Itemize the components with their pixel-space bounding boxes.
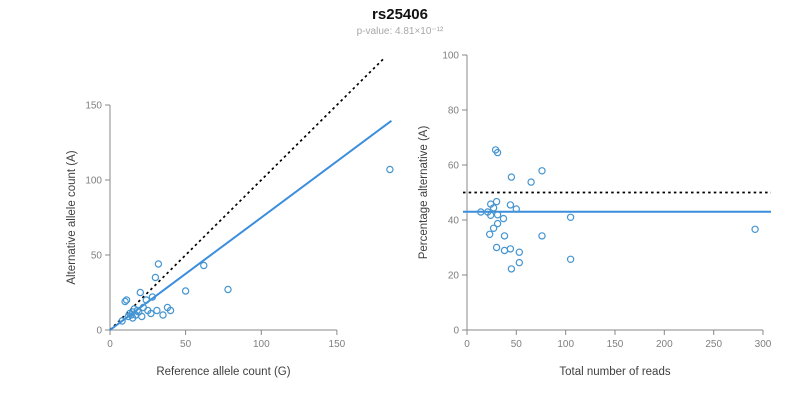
data-point: [159, 311, 167, 319]
data-point: [751, 225, 759, 233]
y-tick-label: 80: [448, 106, 460, 117]
data-point: [492, 243, 501, 252]
data-point: [486, 211, 495, 219]
data-point: [477, 208, 485, 216]
data-point: [121, 297, 129, 306]
y-tick-label: 40: [448, 216, 460, 227]
data-point: [507, 173, 516, 181]
y-tick-label: 60: [448, 161, 460, 172]
data-point: [154, 260, 163, 268]
data-point: [538, 232, 546, 240]
data-point: [200, 261, 208, 270]
data-point: [506, 245, 515, 253]
y-tick-label: 100: [85, 176, 102, 187]
data-point: [153, 306, 161, 315]
plot-subtitle: p-value: 4.81×10⁻¹²: [356, 26, 444, 37]
x-tick-label: 0: [107, 339, 113, 350]
data-point: [148, 293, 157, 301]
data-point: [386, 165, 394, 174]
data-point: [515, 258, 524, 267]
plot-title: rs25406: [372, 6, 428, 23]
data-point: [500, 246, 509, 255]
data-point: [527, 178, 535, 186]
data-point: [493, 219, 502, 228]
data-point: [224, 285, 232, 294]
x-tick-label: 150: [607, 339, 624, 350]
data-point: [506, 201, 515, 209]
data-point: [493, 148, 502, 157]
data-point: [489, 224, 498, 232]
y-tick-label: 150: [85, 101, 102, 112]
x-tick-label: 50: [180, 339, 192, 350]
data-point: [142, 296, 150, 304]
data-point: [515, 248, 524, 256]
data-point: [136, 288, 144, 297]
data-point: [566, 213, 575, 221]
data-point: [489, 204, 498, 212]
allele-count-scatter: 0 50 100 150 0 50 100 150 Reference allele count…: [66, 57, 394, 378]
y-tick-label: 0: [453, 326, 459, 337]
data-point: [147, 309, 155, 318]
x-tick-label: 250: [705, 339, 722, 350]
y-tick-label: 50: [91, 251, 103, 262]
data-point: [151, 273, 160, 282]
data-point: [138, 312, 146, 321]
y-tick-label: 100: [442, 51, 459, 62]
data-point: [181, 287, 190, 295]
data-point: [485, 230, 494, 238]
x-axis-title: Total number of reads: [559, 366, 670, 378]
y-tick-label: 0: [96, 326, 102, 337]
x-tick-label: 200: [656, 339, 673, 350]
x-tick-label: 150: [329, 339, 346, 350]
data-point: [118, 317, 126, 325]
fit-line: [109, 119, 392, 331]
data-point: [512, 205, 521, 213]
data-point: [492, 197, 501, 206]
data-point: [566, 255, 575, 263]
data-point: [493, 211, 502, 219]
x-tick-label: 300: [755, 339, 772, 350]
percentage-vs-reads-scatter: 0 50 100 150 200 250 300 0 20 40 60 80 100 Total numb…: [418, 51, 772, 379]
data-point: [500, 232, 509, 240]
x-tick-label: 100: [557, 339, 574, 350]
x-axis-title: Reference allele count (G): [156, 366, 290, 378]
data-point: [499, 214, 508, 223]
y-axis-title: Alternative allele count (A): [66, 150, 78, 284]
identity-line: [109, 57, 385, 331]
x-tick-label: 100: [253, 339, 270, 350]
y-tick-label: 20: [448, 271, 460, 282]
data-point: [122, 296, 131, 304]
data-point: [166, 306, 175, 315]
data-point: [538, 167, 546, 175]
x-tick-label: 0: [464, 339, 470, 350]
data-point: [133, 306, 141, 315]
data-point: [507, 265, 516, 273]
y-axis-title: Percentage alternative (A): [418, 126, 430, 260]
x-tick-label: 50: [511, 339, 523, 350]
